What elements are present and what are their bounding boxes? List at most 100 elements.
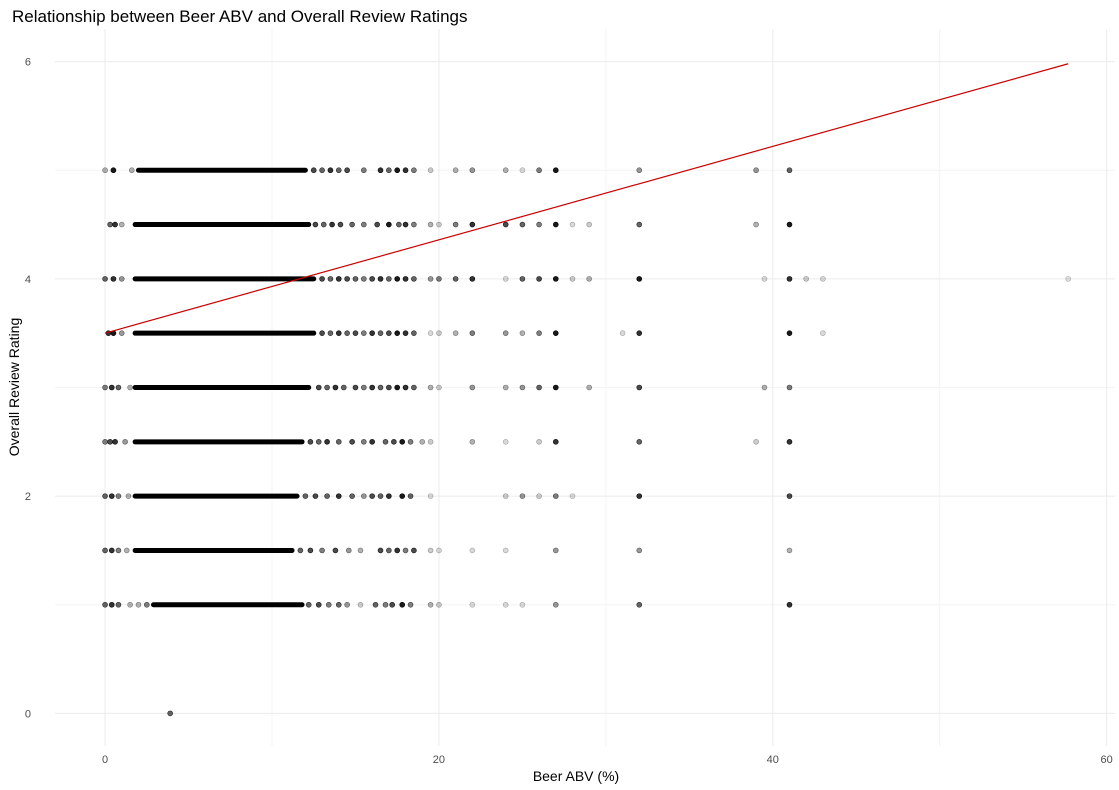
data-point	[469, 601, 476, 608]
data-point	[761, 276, 768, 282]
chart-title: Relationship between Beer ABV and Overal…	[12, 7, 467, 26]
data-point	[519, 330, 526, 336]
data-point	[377, 384, 384, 391]
data-point	[369, 276, 375, 282]
data-point	[102, 493, 108, 499]
data-point	[315, 384, 322, 391]
data-point	[536, 330, 542, 336]
dense-point-bands	[132, 167, 317, 608]
data-point	[569, 221, 576, 228]
data-point	[102, 439, 108, 445]
data-point	[361, 384, 367, 391]
data-point	[102, 547, 108, 554]
data-point	[786, 547, 793, 554]
data-point	[361, 167, 367, 174]
data-point	[399, 493, 406, 499]
data-point	[519, 493, 526, 499]
x-tick-label: 20	[433, 754, 445, 766]
data-point	[307, 439, 314, 445]
data-point	[786, 221, 793, 228]
data-point	[128, 167, 135, 174]
data-point	[335, 330, 342, 336]
data-point	[402, 330, 409, 336]
data-point	[377, 330, 384, 336]
data-point	[469, 384, 476, 391]
data-point	[118, 221, 125, 228]
data-point	[469, 330, 476, 336]
data-point	[552, 547, 559, 554]
data-point	[352, 330, 359, 336]
data-point	[324, 439, 330, 445]
data-point	[297, 547, 304, 554]
x-tick-label: 40	[767, 754, 779, 766]
data-point	[536, 384, 542, 391]
data-point	[320, 221, 327, 228]
data-point	[753, 221, 759, 228]
data-point	[386, 221, 392, 228]
data-point	[107, 221, 113, 228]
data-point	[552, 330, 559, 336]
data-point	[108, 601, 115, 608]
data-point	[122, 439, 128, 445]
data-point	[374, 221, 380, 228]
y-tick-label: 0	[25, 708, 31, 720]
data-point	[586, 384, 592, 391]
data-point	[335, 493, 342, 499]
data-point	[312, 221, 319, 228]
data-point	[402, 547, 409, 554]
data-point	[452, 276, 459, 282]
data-point	[382, 601, 389, 608]
data-point	[394, 167, 401, 174]
data-point	[108, 547, 115, 554]
data-point	[327, 330, 334, 336]
data-point	[108, 384, 115, 391]
data-point	[386, 167, 392, 174]
data-point	[369, 439, 375, 445]
data-point	[820, 330, 826, 336]
data-point	[369, 384, 375, 391]
y-axis-title: Overall Review Rating	[6, 318, 22, 457]
data-point	[361, 439, 367, 445]
data-point	[352, 384, 359, 391]
data-point	[427, 221, 434, 228]
data-point	[636, 493, 643, 499]
data-point	[329, 221, 335, 228]
data-point	[502, 221, 509, 228]
data-point	[786, 493, 793, 499]
data-point	[118, 330, 125, 336]
data-point	[357, 601, 364, 608]
data-point	[352, 276, 359, 282]
data-point	[394, 276, 401, 282]
data-point	[411, 547, 417, 554]
data-point	[502, 493, 509, 499]
data-point	[753, 167, 759, 174]
data-point	[402, 167, 409, 174]
data-point	[315, 601, 322, 608]
data-point	[382, 439, 389, 445]
data-point	[502, 439, 509, 445]
data-point	[386, 384, 392, 391]
data-point	[427, 439, 434, 445]
y-tick-label: 2	[25, 491, 31, 503]
data-point	[636, 439, 643, 445]
data-point	[344, 330, 350, 336]
y-tick-label: 6	[25, 57, 31, 69]
data-point	[319, 167, 325, 174]
data-point	[519, 601, 526, 608]
data-point	[394, 330, 401, 336]
data-point	[427, 493, 434, 499]
data-point	[144, 601, 150, 608]
data-point	[115, 601, 122, 608]
data-point	[167, 710, 173, 717]
data-point	[502, 384, 509, 391]
data-point	[536, 221, 542, 228]
data-point	[803, 276, 809, 282]
data-point	[636, 601, 643, 608]
data-point	[349, 439, 355, 445]
data-point	[452, 167, 459, 174]
data-point	[502, 601, 509, 608]
data-point	[427, 276, 434, 282]
data-point	[411, 330, 417, 336]
data-point	[536, 167, 542, 174]
x-tick-label: 0	[102, 754, 108, 766]
